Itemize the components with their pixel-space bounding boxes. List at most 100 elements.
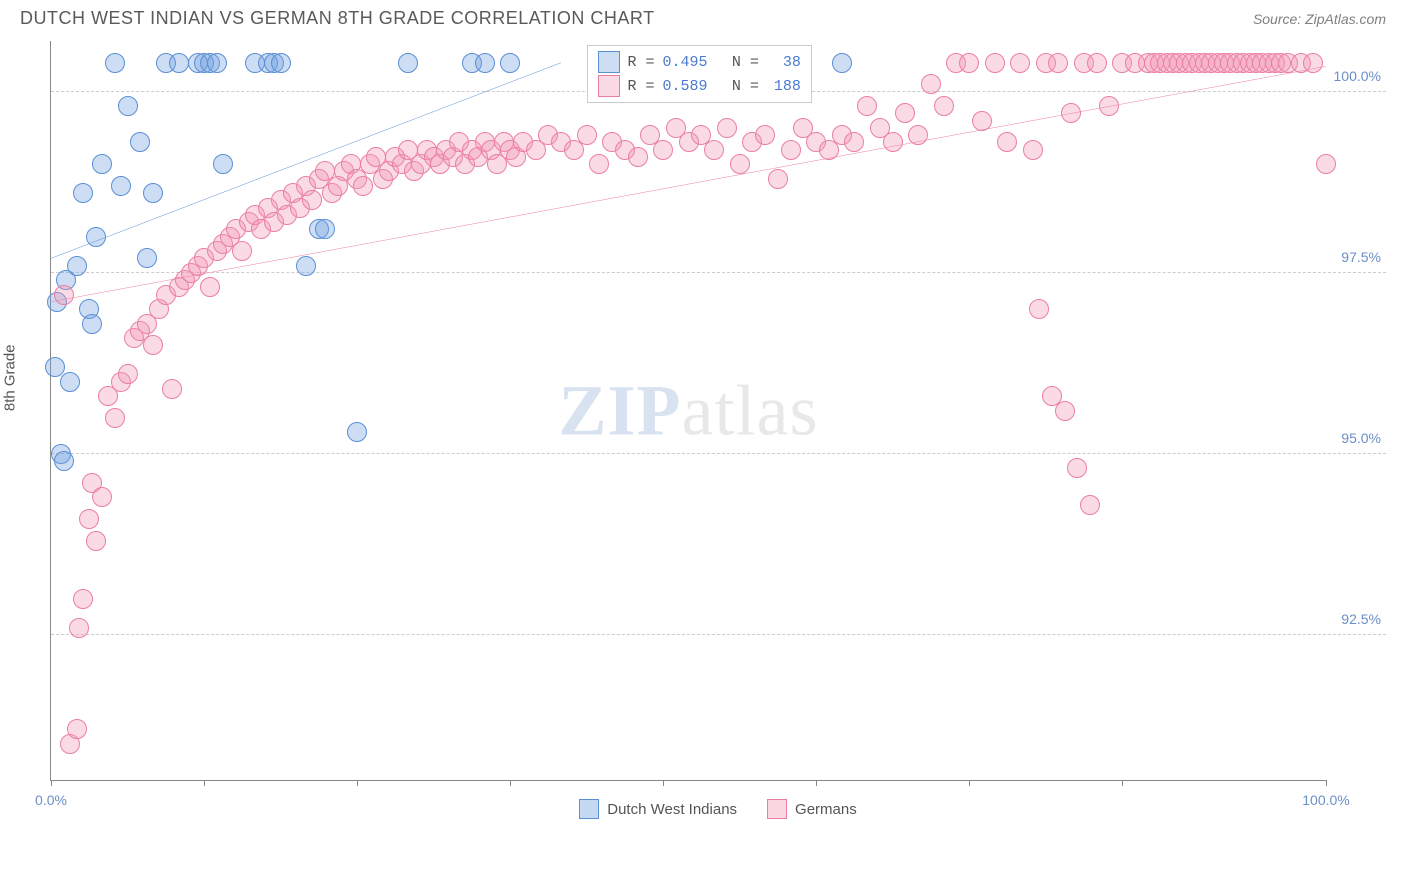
legend-swatch bbox=[579, 799, 599, 819]
x-tick bbox=[969, 780, 970, 786]
correlation-legend: R = 0.495 N = 38 R = 0.589 N = 188 bbox=[587, 45, 812, 103]
scatter-point bbox=[1303, 53, 1323, 73]
legend-swatch bbox=[767, 799, 787, 819]
scatter-point bbox=[985, 53, 1005, 73]
legend-n-value: 38 bbox=[767, 54, 801, 71]
scatter-point bbox=[213, 154, 233, 174]
scatter-point bbox=[73, 589, 93, 609]
y-tick-label: 92.5% bbox=[1341, 611, 1381, 627]
gridline-h bbox=[51, 634, 1386, 635]
scatter-point bbox=[54, 451, 74, 471]
y-axis-label: 8th Grade bbox=[2, 344, 19, 411]
scatter-point bbox=[82, 314, 102, 334]
y-tick-label: 97.5% bbox=[1341, 249, 1381, 265]
watermark: ZIPatlas bbox=[559, 369, 819, 452]
x-tick bbox=[1326, 780, 1327, 786]
scatter-point bbox=[755, 125, 775, 145]
scatter-point bbox=[169, 53, 189, 73]
x-tick bbox=[204, 780, 205, 786]
x-tick bbox=[816, 780, 817, 786]
scatter-point bbox=[296, 256, 316, 276]
scatter-point bbox=[577, 125, 597, 145]
scatter-point bbox=[143, 335, 163, 355]
legend-swatch bbox=[598, 75, 620, 97]
scatter-point bbox=[1010, 53, 1030, 73]
legend-series-item: Germans bbox=[767, 799, 857, 819]
chart-title: DUTCH WEST INDIAN VS GERMAN 8TH GRADE CO… bbox=[20, 8, 655, 29]
x-tick bbox=[510, 780, 511, 786]
scatter-point bbox=[67, 719, 87, 739]
scatter-point bbox=[972, 111, 992, 131]
scatter-point bbox=[997, 132, 1017, 152]
y-tick-label: 100.0% bbox=[1334, 68, 1381, 84]
scatter-point bbox=[347, 422, 367, 442]
scatter-point bbox=[105, 408, 125, 428]
scatter-point bbox=[934, 96, 954, 116]
scatter-point bbox=[1023, 140, 1043, 160]
scatter-point bbox=[111, 176, 131, 196]
legend-series-item: Dutch West Indians bbox=[579, 799, 737, 819]
legend-swatch bbox=[598, 51, 620, 73]
scatter-point bbox=[1029, 299, 1049, 319]
legend-stat-row: R = 0.589 N = 188 bbox=[598, 74, 801, 98]
scatter-point bbox=[1048, 53, 1068, 73]
scatter-point bbox=[844, 132, 864, 152]
scatter-point bbox=[207, 53, 227, 73]
scatter-point bbox=[271, 53, 291, 73]
scatter-point bbox=[45, 357, 65, 377]
legend-r-value: 0.589 bbox=[663, 78, 708, 95]
legend-series-label: Germans bbox=[795, 801, 857, 818]
scatter-point bbox=[895, 103, 915, 123]
scatter-point bbox=[118, 96, 138, 116]
scatter-point bbox=[137, 248, 157, 268]
legend-n-label: N = bbox=[732, 54, 759, 71]
scatter-point bbox=[60, 372, 80, 392]
scatter-point bbox=[315, 219, 335, 239]
scatter-point bbox=[79, 509, 99, 529]
legend-n-value: 188 bbox=[767, 78, 801, 95]
scatter-point bbox=[589, 154, 609, 174]
series-legend: Dutch West Indians Germans bbox=[50, 799, 1386, 819]
chart-container: 8th Grade ZIPatlas R =0.495 N =38R =0.58… bbox=[50, 41, 1386, 831]
scatter-point bbox=[883, 132, 903, 152]
scatter-point bbox=[200, 277, 220, 297]
scatter-point bbox=[1099, 96, 1119, 116]
scatter-point bbox=[118, 364, 138, 384]
legend-r-label: R = bbox=[628, 78, 655, 95]
y-tick-label: 95.0% bbox=[1341, 430, 1381, 446]
scatter-point bbox=[500, 53, 520, 73]
scatter-point bbox=[1055, 401, 1075, 421]
scatter-point bbox=[959, 53, 979, 73]
watermark-zip: ZIP bbox=[559, 370, 682, 450]
scatter-point bbox=[398, 53, 418, 73]
scatter-point bbox=[302, 190, 322, 210]
x-tick bbox=[51, 780, 52, 786]
scatter-point bbox=[475, 53, 495, 73]
scatter-point bbox=[143, 183, 163, 203]
scatter-point bbox=[73, 183, 93, 203]
scatter-point bbox=[730, 154, 750, 174]
scatter-point bbox=[232, 241, 252, 261]
scatter-point bbox=[92, 154, 112, 174]
watermark-atlas: atlas bbox=[682, 370, 819, 450]
legend-series-label: Dutch West Indians bbox=[607, 801, 737, 818]
scatter-point bbox=[628, 147, 648, 167]
legend-r-value: 0.495 bbox=[663, 54, 708, 71]
scatter-point bbox=[92, 487, 112, 507]
legend-r-label: R = bbox=[628, 54, 655, 71]
scatter-point bbox=[1087, 53, 1107, 73]
scatter-point bbox=[921, 74, 941, 94]
scatter-point bbox=[1061, 103, 1081, 123]
plot-area: ZIPatlas R =0.495 N =38R =0.589 N =188 9… bbox=[50, 41, 1326, 781]
scatter-point bbox=[162, 379, 182, 399]
x-tick bbox=[663, 780, 664, 786]
scatter-point bbox=[704, 140, 724, 160]
scatter-point bbox=[67, 256, 87, 276]
legend-n-label: N = bbox=[732, 78, 759, 95]
scatter-point bbox=[1316, 154, 1336, 174]
scatter-point bbox=[130, 132, 150, 152]
scatter-point bbox=[768, 169, 788, 189]
scatter-point bbox=[653, 140, 673, 160]
scatter-point bbox=[86, 227, 106, 247]
scatter-point bbox=[908, 125, 928, 145]
